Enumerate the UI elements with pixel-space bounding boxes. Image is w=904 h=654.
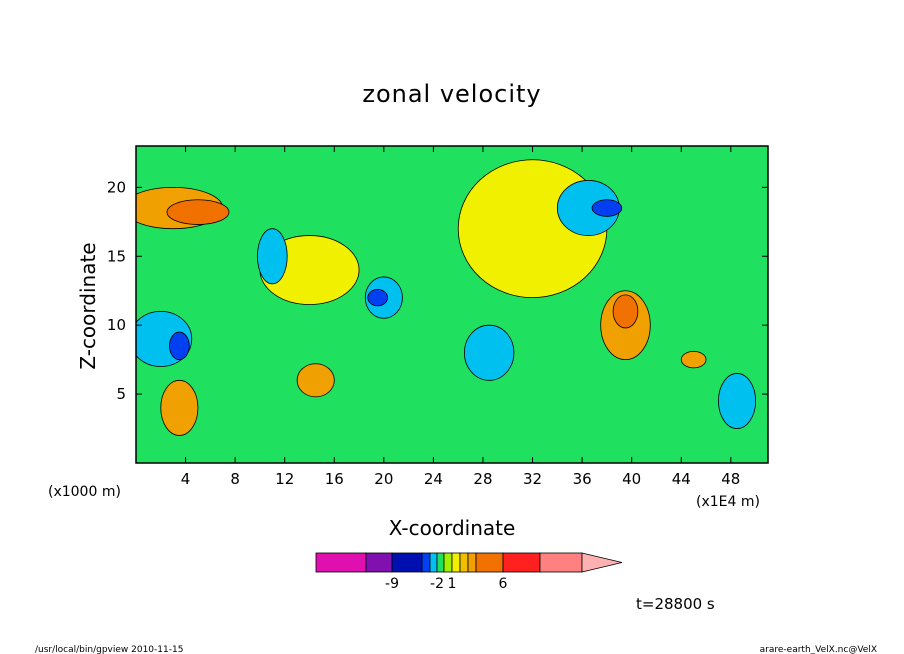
footer-left: /usr/local/bin/gpview 2010-11-15 <box>35 645 183 654</box>
contour-region-15 <box>296 363 335 398</box>
colorbar-segment <box>315 552 367 573</box>
colorbar-tick-label: -9 <box>385 576 399 592</box>
colorbar-segment <box>502 552 541 573</box>
contour-region-9 <box>591 199 623 217</box>
contour-region-11 <box>612 294 639 329</box>
colorbar-segment <box>391 552 423 573</box>
footer-right: arare-earth_VelX.nc@VelX <box>760 645 877 654</box>
x-tick-label: 40 <box>622 470 641 488</box>
colorbar: -9 -2 1 6 <box>315 552 623 592</box>
plot-frame <box>135 145 769 464</box>
contour-region-1 <box>166 199 230 225</box>
colorbar-segment <box>451 552 461 573</box>
colorbar-segment <box>459 552 469 573</box>
colorbar-segment <box>539 552 583 573</box>
contour-region-7 <box>463 324 515 381</box>
x-tick-label: 8 <box>230 470 240 488</box>
colorbar-tick-label: 1 <box>448 576 457 592</box>
x-tick-label: 48 <box>721 470 740 488</box>
x-axis-label: X-coordinate <box>389 516 516 540</box>
x-tick-label: 4 <box>181 470 191 488</box>
y-tick-label: 20 <box>107 178 126 196</box>
colorbar-segment <box>436 552 445 573</box>
contour-region-16 <box>160 379 199 436</box>
contour-region-12 <box>680 350 707 369</box>
x-tick-label: 32 <box>523 470 542 488</box>
x-tick-label: 44 <box>672 470 691 488</box>
colorbar-tick-label: 6 <box>499 576 508 592</box>
colorbar-segment <box>443 552 453 573</box>
field-background <box>136 146 768 463</box>
y-axis-label: Z-coordinate <box>76 242 100 369</box>
colorbar-segment <box>421 552 431 573</box>
y-tick-label: 15 <box>107 247 126 265</box>
colorbar-segment <box>467 552 477 573</box>
colorbar-extend-arrow <box>581 552 623 573</box>
x-tick-label: 24 <box>424 470 443 488</box>
contour-region-6 <box>367 288 388 307</box>
contour-region-4 <box>257 228 288 285</box>
x-tick-label: 20 <box>374 470 393 488</box>
contour-region-17 <box>718 373 757 429</box>
colorbar-tick-label: -2 <box>430 576 444 592</box>
x-tick-label: 36 <box>573 470 592 488</box>
colorbar-segment <box>475 552 504 573</box>
chart-title: zonal velocity <box>362 80 541 108</box>
x-unit-right: (x1E4 m) <box>696 494 760 510</box>
colorbar-segment <box>365 552 393 573</box>
x-tick-label: 12 <box>275 470 294 488</box>
x-unit-left: (x1000 m) <box>48 484 121 500</box>
x-tick-label: 28 <box>473 470 492 488</box>
time-annotation: t=28800 s <box>636 595 715 613</box>
y-tick-label: 5 <box>116 385 126 403</box>
x-tick-label: 16 <box>325 470 344 488</box>
contour-field <box>136 146 768 463</box>
colorbar-segment <box>429 552 438 573</box>
y-tick-label: 10 <box>107 316 126 334</box>
contour-region-14 <box>169 331 190 361</box>
